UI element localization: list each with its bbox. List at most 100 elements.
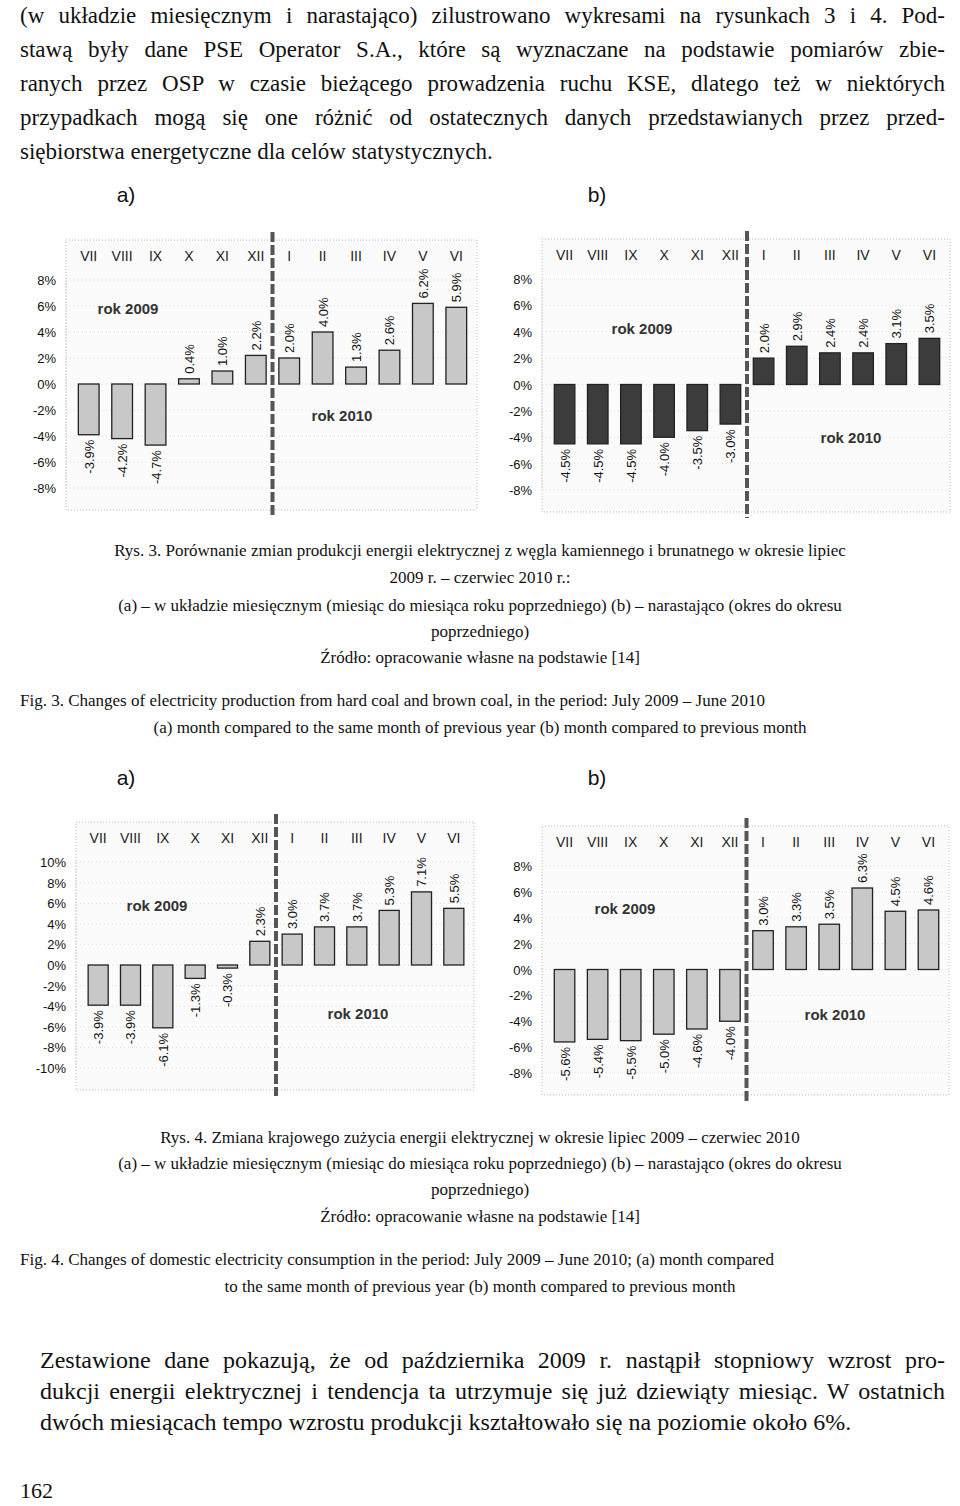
y-tick-label: 2% bbox=[513, 351, 532, 366]
x-tick-label: IX bbox=[624, 834, 638, 850]
x-tick-label: X bbox=[659, 834, 669, 850]
bar bbox=[446, 307, 467, 384]
y-tick-label: 8% bbox=[37, 273, 56, 288]
data-label: 3.1% bbox=[889, 309, 904, 339]
paragraph-line: siębiorstwa energetyczne dla celów staty… bbox=[20, 138, 945, 165]
y-tick-label: -4% bbox=[509, 1014, 533, 1029]
chart: a)8%6%4%2%0%-2%-4%-6%-8%VIIVIIIIXXXIXIII… bbox=[33, 183, 477, 516]
y-tick-label: -8% bbox=[43, 1040, 67, 1055]
annotation: rok 2009 bbox=[98, 300, 159, 317]
bars bbox=[78, 303, 466, 445]
y-tick-label: -6% bbox=[509, 457, 533, 472]
x-tick-label: X bbox=[190, 830, 200, 846]
x-tick-label: X bbox=[659, 247, 669, 263]
grid-line bbox=[542, 490, 950, 491]
data-label: 4.6% bbox=[921, 875, 936, 905]
y-tick-label: -8% bbox=[33, 481, 57, 496]
data-label: -5.6% bbox=[558, 1047, 573, 1081]
x-tick-label: VII bbox=[90, 830, 107, 846]
annotation: rok 2010 bbox=[328, 1005, 389, 1022]
x-tick-label: XII bbox=[721, 834, 738, 850]
y-tick-label: 4% bbox=[513, 325, 532, 340]
data-label: -3.5% bbox=[690, 435, 705, 469]
panel-label: a) bbox=[117, 766, 136, 789]
annotation: rok 2010 bbox=[821, 429, 882, 446]
data-label: 3.5% bbox=[922, 303, 937, 333]
bar bbox=[587, 970, 608, 1040]
x-tick-label: VIII bbox=[587, 247, 608, 263]
caption-en: to the same month of previous year (b) m… bbox=[10, 1276, 950, 1297]
x-tick-label: XI bbox=[221, 830, 234, 846]
bar bbox=[786, 927, 807, 970]
data-label: 6.3% bbox=[855, 853, 870, 883]
x-tick-label: VII bbox=[80, 248, 97, 264]
x-tick-label: II bbox=[321, 830, 329, 846]
y-tick-label: 8% bbox=[47, 876, 66, 891]
bars bbox=[554, 888, 938, 1042]
bar bbox=[554, 385, 575, 444]
bar bbox=[346, 367, 367, 384]
x-tick-label: IX bbox=[156, 830, 170, 846]
data-label: 3.0% bbox=[756, 896, 771, 926]
y-tick-label: 6% bbox=[513, 298, 532, 313]
caption-pl: Rys. 3. Porównanie zmian produkcji energ… bbox=[10, 540, 950, 561]
bar bbox=[88, 965, 108, 1005]
x-tick-label: V bbox=[417, 830, 427, 846]
x-tick-label: IV bbox=[856, 247, 870, 263]
grid-line bbox=[76, 1047, 474, 1048]
bar bbox=[312, 332, 333, 384]
chart: b)8%6%4%2%0%-2%-4%-6%-8%VIIVIIIIXXXIXIII… bbox=[509, 183, 950, 518]
paragraph-line: (w układzie miesięcznym i narastająco) z… bbox=[20, 2, 945, 29]
bar bbox=[853, 353, 874, 385]
data-label: -3.0% bbox=[723, 429, 738, 463]
x-tick-label: VI bbox=[447, 830, 460, 846]
data-label: -5.5% bbox=[624, 1045, 639, 1079]
data-label: 2.0% bbox=[282, 323, 297, 353]
bar bbox=[145, 384, 166, 445]
chart: a)10%8%6%4%2%0%-2%-4%-6%-8%-10%VIIVIIIIX… bbox=[36, 766, 474, 1096]
panel-label: b) bbox=[588, 183, 607, 206]
y-tick-label: 4% bbox=[513, 911, 532, 926]
y-tick-label: -6% bbox=[43, 1020, 67, 1035]
bar bbox=[720, 385, 741, 425]
bar bbox=[212, 371, 233, 384]
caption-pl: (a) – w układzie miesięcznym (miesiąc do… bbox=[10, 1153, 950, 1174]
bar bbox=[314, 927, 334, 965]
y-tick-label: -8% bbox=[509, 1066, 533, 1081]
data-label: 4.5% bbox=[888, 876, 903, 906]
bar bbox=[379, 910, 399, 965]
bar bbox=[687, 385, 708, 431]
x-tick-label: XI bbox=[216, 248, 229, 264]
data-label: 2.9% bbox=[790, 311, 805, 341]
data-label: 2.2% bbox=[249, 320, 264, 350]
x-tick-label: I bbox=[762, 247, 766, 263]
y-tick-label: -2% bbox=[33, 403, 57, 418]
data-label: -6.1% bbox=[156, 1032, 171, 1066]
x-tick-label: IV bbox=[383, 248, 397, 264]
caption-pl: 2009 r. – czerwiec 2010 r.: bbox=[10, 567, 950, 588]
y-tick-label: 0% bbox=[47, 958, 66, 973]
annotation: rok 2010 bbox=[805, 1006, 866, 1023]
data-label: -3.9% bbox=[82, 439, 97, 473]
bar bbox=[411, 892, 431, 965]
x-tick-label: IX bbox=[624, 247, 638, 263]
bars bbox=[554, 338, 939, 444]
chart: b)8%6%4%2%0%-2%-4%-6%-8%VIIVIIIIXXXIXIII… bbox=[509, 766, 949, 1101]
page-number: 162 bbox=[20, 1478, 100, 1504]
annotation: rok 2010 bbox=[312, 407, 373, 424]
bar bbox=[620, 970, 641, 1041]
y-tick-label: 6% bbox=[37, 299, 56, 314]
panel-label: b) bbox=[588, 766, 607, 789]
y-tick-label: -4% bbox=[33, 429, 57, 444]
x-tick-label: VIII bbox=[112, 248, 133, 264]
x-tick-label: IV bbox=[383, 830, 397, 846]
y-tick-label: -4% bbox=[509, 430, 533, 445]
year-divider bbox=[745, 231, 749, 518]
data-label: -3.9% bbox=[124, 1010, 139, 1044]
annotation: rok 2009 bbox=[612, 320, 673, 337]
bar bbox=[185, 965, 205, 978]
x-tick-label: I bbox=[761, 834, 765, 850]
y-tick-label: -2% bbox=[509, 988, 533, 1003]
bar bbox=[554, 970, 575, 1042]
bar bbox=[885, 911, 906, 969]
